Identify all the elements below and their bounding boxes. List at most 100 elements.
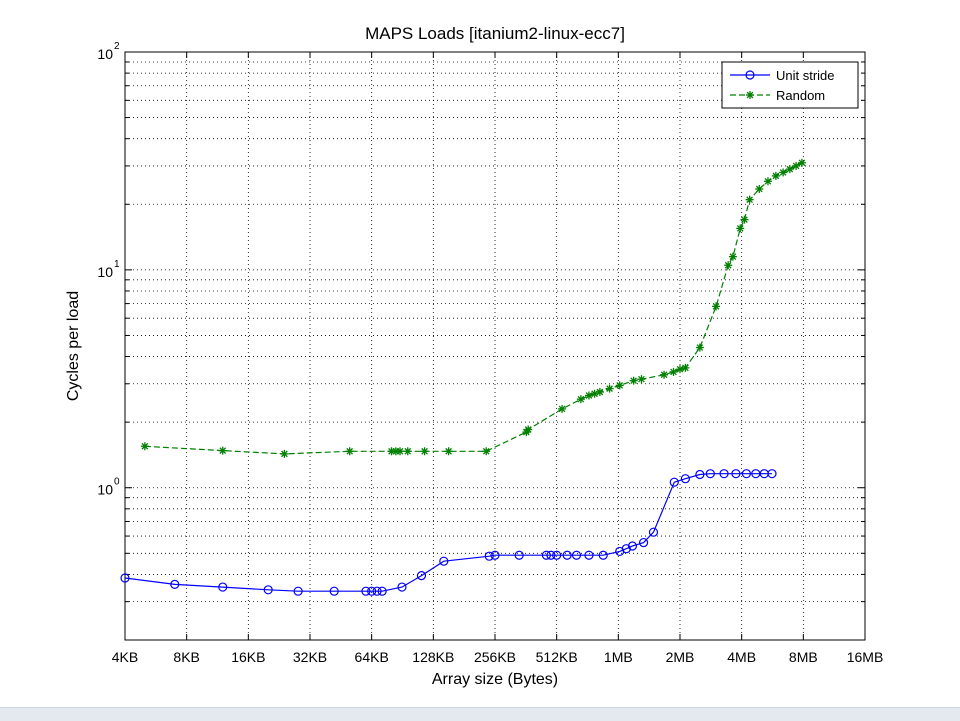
data-point-unit-stride [719, 469, 729, 479]
marker-stroke [281, 450, 288, 458]
data-point-random [605, 384, 614, 393]
legend: Unit stride Random [721, 61, 859, 109]
marker-stroke [772, 172, 780, 180]
data-point-unit-stride [377, 586, 387, 596]
marker-stroke [736, 225, 744, 232]
data-point-random [218, 446, 227, 455]
marker-stroke [682, 364, 689, 372]
y-tick-label: 10 1 [97, 259, 120, 280]
data-point-unit-stride [416, 571, 427, 581]
data-point-random [779, 168, 788, 177]
y-tick-label-exponent: 2 [114, 41, 120, 52]
legend-label: Unit stride [776, 68, 835, 83]
data-point-unit-stride [263, 585, 273, 595]
data-point-random [660, 370, 669, 379]
x-tick-label: 128KB [412, 649, 454, 665]
data-point-random [771, 171, 780, 180]
legend-entry-random: Random [730, 88, 825, 103]
data-point-unit-stride [546, 550, 556, 560]
data-point-random [755, 185, 764, 194]
x-tick-labels: 4KB 8KB 16KB 32KB 64KB 128KB 256KB 512KB 1MB 2MB 4… [112, 649, 884, 665]
x-axis-label: Array size (Bytes) [432, 671, 558, 688]
data-point-random [676, 365, 684, 374]
y-tick-label-base: 10 [97, 482, 113, 498]
data-point-unit-stride [372, 586, 382, 596]
marker-stroke [724, 261, 732, 269]
data-point-unit-stride [562, 550, 572, 560]
marker-stroke [445, 447, 452, 455]
marker-stroke [746, 196, 753, 204]
data-point-unit-stride [584, 550, 594, 560]
x-tick-label: 512KB [536, 649, 578, 665]
series-random [140, 158, 806, 458]
marker-stroke [630, 377, 637, 385]
data-point-unit-stride [541, 550, 551, 560]
marker-stroke [638, 375, 645, 383]
data-point-random [740, 215, 749, 224]
marker-stroke [482, 447, 490, 455]
data-point-random [280, 449, 289, 458]
plot-area-background [125, 52, 865, 640]
data-point-unit-stride [367, 586, 377, 596]
data-point-random [792, 161, 801, 170]
marker-stroke [670, 368, 677, 376]
marker-stroke [596, 388, 604, 396]
marker-stroke [786, 165, 794, 173]
data-point-random [669, 367, 678, 376]
data-point-unit-stride [120, 573, 130, 583]
data-point-unit-stride [695, 469, 705, 480]
data-point-random [345, 447, 354, 456]
marker-stroke [779, 169, 787, 176]
legend-label: Random [776, 88, 825, 103]
data-point-unit-stride [397, 582, 407, 592]
bottom-band [0, 707, 960, 721]
legend-marker [746, 91, 754, 99]
series-line-random [144, 162, 803, 455]
marker-stroke [660, 371, 668, 379]
marker-stroke [606, 385, 613, 392]
data-point-unit-stride [361, 586, 371, 596]
chart-title: MAPS Loads [itanium2-linux-ecc7] [365, 24, 625, 43]
marker-stroke [792, 162, 800, 170]
legend-entry-unit-stride: Unit stride [730, 68, 835, 83]
data-point-unit-stride [514, 550, 524, 560]
data-point-unit-stride [680, 474, 690, 484]
x-tick-label: 16KB [231, 649, 265, 665]
x-tick-label: 8KB [173, 649, 199, 665]
data-point-unit-stride [741, 469, 752, 479]
y-axis-label: Cycles per load [65, 291, 82, 401]
series-layer [120, 158, 806, 596]
data-point-random [785, 165, 794, 174]
data-point-random [482, 447, 491, 456]
marker-stroke [755, 185, 763, 193]
x-tick-label: 2MB [666, 649, 695, 665]
marker-stroke [404, 447, 412, 455]
data-point-random [140, 442, 149, 451]
legend-marker [745, 70, 755, 80]
data-point-random [403, 447, 412, 456]
data-point-unit-stride [627, 541, 638, 551]
data-point-random [763, 177, 772, 186]
data-point-random [724, 261, 733, 270]
series-line-unit-stride [124, 473, 772, 592]
y-tick-label-base: 10 [97, 46, 113, 62]
marker-stroke [696, 344, 704, 351]
marker-stroke [558, 405, 566, 413]
x-tick-label: 8MB [789, 649, 818, 665]
data-point-random [681, 363, 690, 372]
marker-stroke [746, 91, 754, 99]
y-tick-label: 10 0 [97, 477, 120, 498]
data-point-unit-stride [218, 582, 228, 592]
data-point-unit-stride [329, 586, 339, 596]
data-point-unit-stride [571, 550, 582, 560]
data-point-random [728, 252, 737, 261]
x-tick-label: 16MB [847, 649, 884, 665]
x-tick-label: 256KB [474, 649, 516, 665]
marker-stroke [616, 382, 624, 389]
marker-stroke [741, 216, 748, 223]
y-tick-label: 10 2 [97, 41, 120, 62]
data-point-unit-stride [648, 527, 659, 537]
marker-stroke [524, 426, 532, 433]
